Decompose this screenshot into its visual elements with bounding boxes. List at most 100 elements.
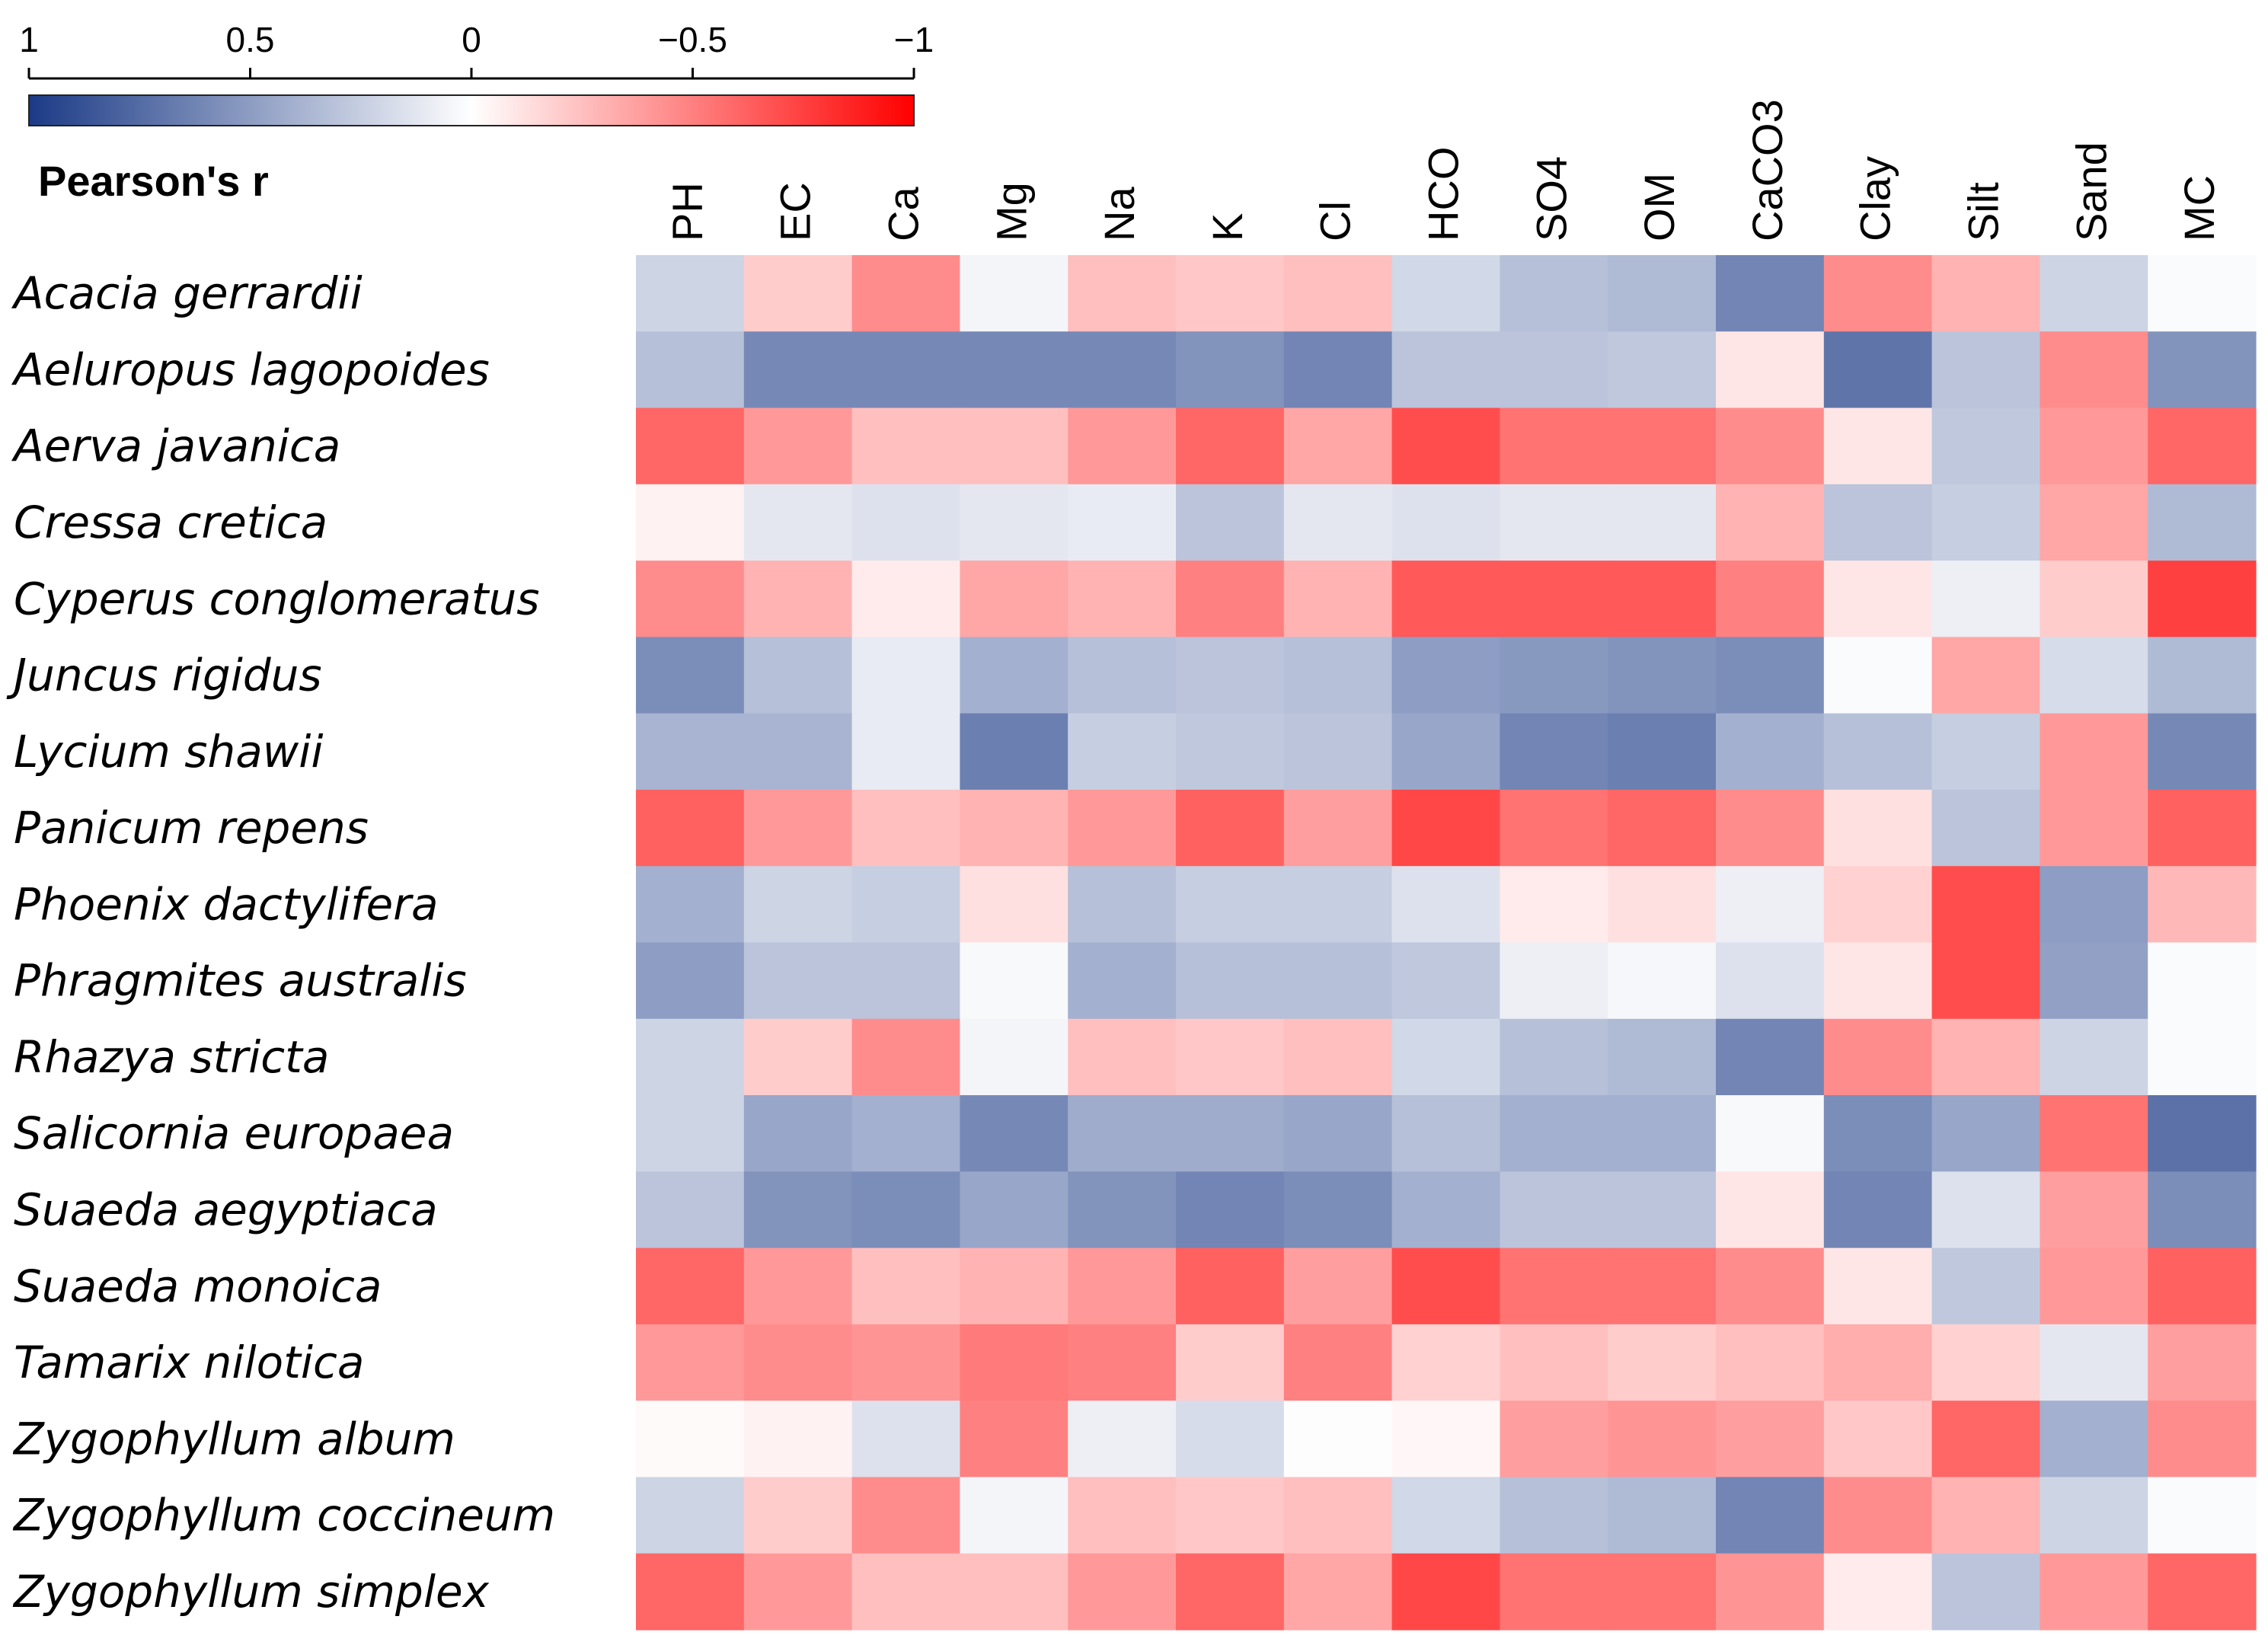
heatmap-cell [1176,1018,1285,1096]
heatmap-cell [1176,407,1285,485]
heatmap-cell [1068,407,1177,485]
heatmap-cell [1716,1477,1825,1554]
heatmap-cell [1823,789,1933,867]
heatmap-cell [1500,942,1608,1020]
heatmap-cell [1608,1095,1717,1172]
heatmap-cell [1931,942,2040,1020]
heatmap-cell [1391,561,1500,637]
heatmap-cell [743,331,853,409]
heatmap-cell [1068,942,1177,1020]
colorbar-tick-label: 0 [462,20,481,59]
heatmap-cell [1500,1247,1608,1325]
heatmap-cell [743,637,853,714]
column-label: MC [2175,175,2223,241]
heatmap-cell [1500,1324,1608,1401]
heatmap-cell [1500,1401,1608,1478]
heatmap-cell [851,1477,960,1554]
heatmap-cell [851,255,960,332]
heatmap-cell [1931,1171,2040,1249]
heatmap-cell [2148,866,2257,944]
row-label: Phoenix dactylifera [14,878,439,930]
heatmap-cell [1608,1553,1717,1631]
row-label: Zygophyllum album [12,1413,455,1465]
heatmap-cell [636,255,745,332]
heatmap-cell [960,942,1069,1020]
heatmap-cell [1823,713,1933,791]
heatmap-cell [1823,484,1933,561]
heatmap-cell [960,713,1069,791]
heatmap-cell [743,1401,853,1478]
heatmap-cell [1931,331,2040,409]
heatmap-cell [2148,713,2257,791]
heatmap-cell [851,789,960,867]
heatmap-cell [1716,484,1825,561]
heatmap-cell [1283,331,1393,409]
heatmap-cell [851,1324,960,1401]
heatmap-cell [1068,1018,1177,1096]
row-label: Tamarix nilotica [14,1337,364,1388]
heatmap-cell [1716,942,1825,1020]
heatmap-cell [636,1477,745,1554]
heatmap-cell [2040,1095,2148,1172]
heatmap-cell [1391,1171,1500,1249]
heatmap-cell [1500,789,1608,867]
heatmap-cell [1391,1401,1500,1478]
heatmap-cell [1823,637,1933,714]
heatmap-cell [1283,407,1393,485]
column-label: Ca [880,187,928,241]
column-label: HCO [1420,147,1468,241]
heatmap-cell [1500,1477,1608,1554]
heatmap-cell [1391,1324,1500,1401]
heatmap-cell [1608,331,1717,409]
heatmap-cell [636,1553,745,1631]
heatmap-cell [2148,561,2257,637]
heatmap-cell [2040,255,2148,332]
column-label: EC [771,182,819,241]
heatmap-cell [1823,407,1933,485]
heatmap-cell [1068,1477,1177,1554]
heatmap-cell [1176,789,1285,867]
heatmap-cell [851,1018,960,1096]
heatmap-cell [1931,1018,2040,1096]
heatmap-cell [851,1247,960,1325]
heatmap-cell [1391,1095,1500,1172]
heatmap-cell [1391,713,1500,791]
heatmap-cell [1823,866,1933,944]
heatmap-cell [1716,1018,1825,1096]
heatmap-cell [1716,637,1825,714]
heatmap-cell [1500,331,1608,409]
heatmap-cell [1823,1018,1933,1096]
heatmap-cell [2040,1553,2148,1631]
heatmap-cell [1716,789,1825,867]
row-label: Zygophyllum coccineum [12,1490,555,1541]
heatmap-cell [2148,331,2257,409]
heatmap-cell [743,1324,853,1401]
heatmap-cell [636,1018,745,1096]
heatmap-cell [1068,713,1177,791]
heatmap-cell [636,713,745,791]
row-label: Cressa cretica [14,497,327,548]
heatmap-cell [1716,1553,1825,1631]
heatmap-cell [743,866,853,944]
heatmap-cell [636,789,745,867]
heatmap-cell [1176,866,1285,944]
heatmap-cell [1931,407,2040,485]
heatmap-cell [1068,1171,1177,1249]
heatmap-cell [743,1477,853,1554]
heatmap-cell [1823,1095,1933,1172]
heatmap-cell [1391,1553,1500,1631]
heatmap-cell [1283,561,1393,637]
colorbar-tick-label: −1 [894,20,934,59]
heatmap-cell [1500,866,1608,944]
heatmap-cell [2040,1018,2148,1096]
heatmap-cell [960,1401,1069,1478]
heatmap-cell [636,637,745,714]
heatmap-cell [1391,331,1500,409]
heatmap-cell [1500,1095,1608,1172]
row-label: Lycium shawii [14,726,323,778]
heatmap-cell [1283,1247,1393,1325]
heatmap-cell [1068,255,1177,332]
row-label: Rhazya stricta [14,1031,329,1083]
heatmap-cell [2148,1171,2257,1249]
